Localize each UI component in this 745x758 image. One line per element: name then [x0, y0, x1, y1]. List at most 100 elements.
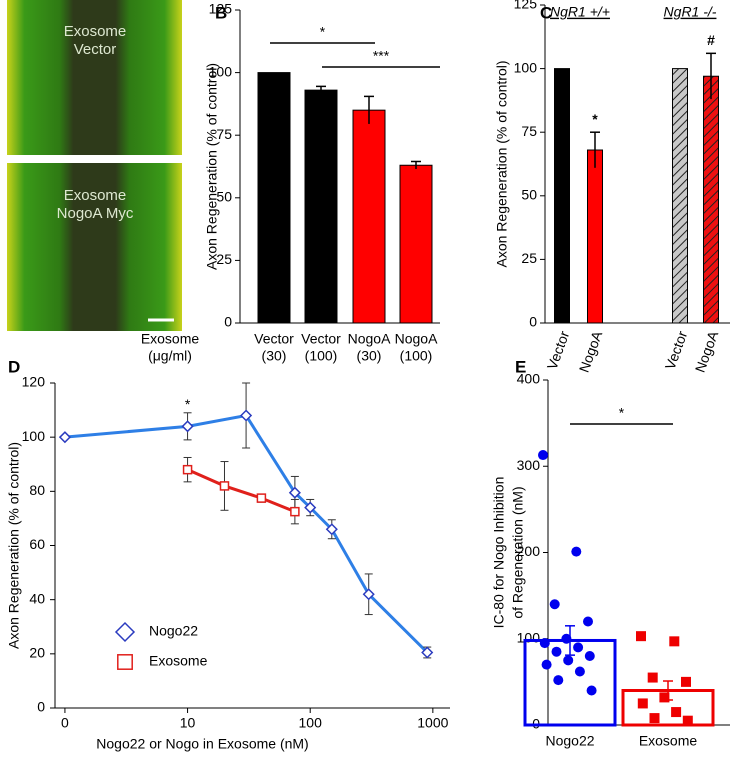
marker: [114, 621, 136, 643]
y-tick-label: 0: [224, 314, 232, 330]
group-label: NgR1 -/-: [664, 4, 717, 20]
y-axis-label: IC-80 for Nogo Inhibition: [491, 477, 507, 629]
y-tick-label: 40: [29, 590, 45, 606]
y-tick-label: 120: [22, 374, 46, 390]
y-axis-label: of Regeneration (nM): [510, 486, 526, 618]
marker: [304, 501, 317, 514]
marker: [240, 409, 253, 422]
image-caption: NogoA Myc: [57, 205, 134, 222]
y-tick-label: 25: [521, 250, 537, 266]
x-tick-label: NogoA: [348, 331, 391, 347]
x-axis-label: Exosome: [141, 331, 200, 347]
x-tick-label: 0: [61, 715, 69, 731]
data-point: [539, 638, 550, 649]
data-point: [649, 713, 660, 724]
x-axis-label: (μg/ml): [148, 348, 192, 364]
x-tick-label: NogoA: [692, 328, 722, 374]
group-label: NgR1 +/+: [550, 4, 610, 20]
x-tick-label: (30): [357, 348, 382, 364]
series-line: [186, 468, 296, 514]
error-bar: [411, 160, 421, 170]
y-tick-label: 0: [37, 699, 45, 715]
panel-a: A Exosome Vector Exosome NogoA Myc: [7, 0, 182, 331]
bar: [587, 149, 603, 324]
significance-label: *: [320, 24, 326, 40]
y-tick-label: 25: [216, 251, 232, 267]
data-point: [682, 715, 693, 726]
data-point: [571, 546, 582, 557]
x-tick-label: Nogo22: [545, 733, 594, 749]
data-point: [574, 666, 585, 677]
data-point: [573, 642, 584, 653]
panel-label: C: [540, 3, 552, 22]
y-tick-label: 20: [29, 645, 45, 661]
y-tick-label: 100: [517, 629, 541, 645]
marker: [290, 506, 300, 517]
significance-label: *: [185, 396, 191, 412]
y-tick-label: 100: [209, 63, 233, 79]
y-axis-label: Axon Regeneration (% of control): [204, 63, 220, 270]
image-caption: Exosome: [64, 23, 127, 40]
bar: [672, 68, 688, 324]
marker: [181, 420, 194, 433]
x-tick-label: 10: [180, 715, 196, 731]
marker: [58, 431, 71, 444]
significance-label: #: [707, 32, 715, 48]
y-tick-label: 400: [517, 371, 541, 387]
marker: [219, 481, 230, 491]
legend-label: Exosome: [149, 653, 208, 669]
y-tick-label: 125: [514, 0, 538, 12]
marker: [117, 654, 133, 670]
bar: [399, 164, 433, 324]
legend-label: Nogo22: [149, 623, 198, 639]
x-tick-label: Vector: [662, 329, 691, 372]
y-tick-label: 60: [29, 536, 45, 552]
marker: [325, 523, 338, 536]
data-point: [563, 655, 574, 666]
micrograph: [7, 163, 182, 331]
series-line: [64, 413, 429, 654]
x-tick-label: (100): [305, 348, 338, 364]
significance-label: ***: [373, 48, 390, 64]
image-caption: Exosome: [64, 187, 127, 204]
data-point: [541, 659, 552, 670]
y-tick-label: 75: [521, 123, 537, 139]
panel-label: E: [515, 357, 526, 376]
x-tick-label: 1000: [417, 715, 448, 731]
data-point: [671, 707, 682, 718]
significance-label: *: [619, 405, 625, 421]
y-axis-label: Axon Regeneration (% of control): [494, 61, 510, 268]
panel-label: B: [215, 3, 227, 22]
marker: [362, 588, 375, 601]
bar: [304, 89, 338, 324]
data-point: [584, 651, 595, 661]
marker: [256, 493, 267, 503]
x-tick-label: (30): [262, 348, 287, 364]
marker: [182, 464, 193, 475]
x-tick-label: Vector: [301, 331, 341, 347]
x-tick-label: NogoA: [395, 331, 438, 347]
x-tick-label: (100): [400, 348, 433, 364]
y-tick-label: 50: [216, 189, 232, 205]
marker: [288, 486, 301, 499]
data-point: [636, 631, 646, 642]
y-axis-label: Axon Regeneration (% of control): [6, 442, 22, 649]
marker: [421, 646, 434, 659]
data-point: [647, 672, 658, 683]
data-point: [669, 636, 680, 647]
data-point: [583, 616, 593, 627]
y-tick-label: 50: [521, 187, 537, 203]
y-tick-label: 75: [216, 126, 232, 142]
image-caption: Vector: [74, 41, 117, 58]
x-tick-label: 100: [299, 715, 323, 731]
panel-label: D: [8, 357, 20, 376]
y-tick-label: 100: [22, 428, 46, 444]
y-tick-label: 300: [517, 457, 541, 473]
micrograph: [7, 0, 182, 155]
y-tick-label: 80: [29, 482, 45, 498]
x-tick-label: Vector: [254, 331, 294, 347]
x-tick-label: Exosome: [639, 733, 698, 749]
significance-label: *: [592, 111, 598, 127]
y-tick-label: 100: [514, 59, 538, 75]
